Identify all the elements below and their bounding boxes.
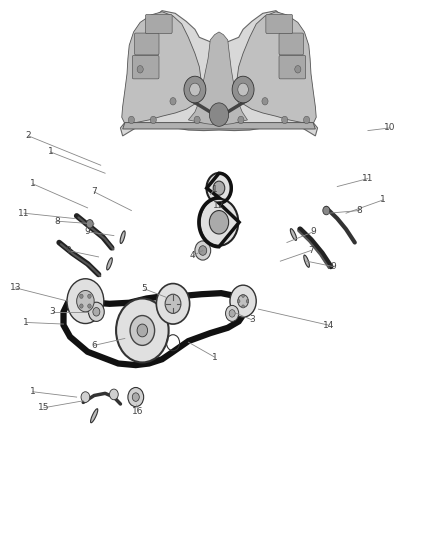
Text: 10: 10 — [384, 124, 396, 132]
FancyBboxPatch shape — [266, 14, 293, 34]
Circle shape — [195, 241, 211, 260]
Text: 1: 1 — [380, 196, 386, 204]
Circle shape — [262, 98, 268, 105]
FancyBboxPatch shape — [134, 33, 159, 55]
Text: 15: 15 — [38, 403, 49, 412]
Circle shape — [88, 302, 104, 321]
Polygon shape — [188, 32, 247, 125]
Polygon shape — [122, 12, 201, 124]
Text: 11: 11 — [18, 209, 30, 217]
Circle shape — [238, 83, 248, 96]
Text: 8: 8 — [54, 217, 60, 225]
Text: 1: 1 — [30, 180, 36, 188]
Circle shape — [194, 116, 200, 124]
Circle shape — [156, 284, 190, 324]
Circle shape — [165, 294, 181, 313]
Circle shape — [132, 393, 139, 401]
Circle shape — [77, 290, 94, 312]
FancyBboxPatch shape — [132, 55, 159, 79]
Text: 6: 6 — [91, 341, 97, 350]
Circle shape — [229, 310, 235, 317]
Circle shape — [242, 294, 244, 297]
Circle shape — [199, 246, 207, 255]
Circle shape — [226, 305, 239, 321]
Text: 3: 3 — [49, 308, 56, 316]
Text: 9: 9 — [330, 262, 336, 271]
Text: 1: 1 — [212, 185, 218, 193]
Text: 13: 13 — [10, 284, 21, 292]
Ellipse shape — [202, 244, 205, 257]
Polygon shape — [237, 12, 316, 124]
Text: 8: 8 — [356, 206, 362, 215]
Text: 1: 1 — [30, 387, 36, 396]
Circle shape — [128, 387, 144, 407]
Circle shape — [150, 116, 156, 124]
Circle shape — [246, 300, 249, 303]
Circle shape — [242, 305, 244, 308]
Circle shape — [304, 116, 310, 124]
Circle shape — [209, 211, 229, 234]
Circle shape — [86, 220, 93, 228]
Polygon shape — [120, 11, 318, 136]
Ellipse shape — [91, 409, 98, 423]
FancyBboxPatch shape — [279, 55, 306, 79]
Text: 11: 11 — [362, 174, 374, 183]
Circle shape — [128, 116, 134, 124]
Text: 5: 5 — [141, 285, 148, 293]
Circle shape — [80, 304, 83, 308]
Circle shape — [209, 103, 229, 126]
Circle shape — [137, 324, 148, 337]
Circle shape — [81, 392, 90, 402]
Circle shape — [282, 116, 288, 124]
Circle shape — [237, 300, 240, 303]
Circle shape — [80, 294, 83, 298]
Text: 3: 3 — [249, 316, 255, 324]
Text: 9: 9 — [310, 228, 316, 236]
FancyBboxPatch shape — [279, 33, 304, 55]
Circle shape — [238, 116, 244, 124]
Ellipse shape — [120, 231, 125, 244]
Circle shape — [200, 199, 238, 246]
Text: 16: 16 — [132, 407, 144, 416]
Circle shape — [88, 294, 91, 298]
Text: 12: 12 — [213, 201, 225, 209]
Text: 14: 14 — [323, 321, 334, 329]
Circle shape — [170, 98, 176, 105]
Text: 4: 4 — [190, 252, 195, 260]
Circle shape — [130, 316, 155, 345]
Text: 1: 1 — [212, 353, 218, 361]
Polygon shape — [123, 123, 315, 129]
Ellipse shape — [304, 255, 309, 267]
Circle shape — [323, 206, 330, 215]
Text: 1: 1 — [23, 318, 29, 327]
Circle shape — [238, 295, 248, 308]
Circle shape — [232, 76, 254, 103]
Circle shape — [137, 66, 143, 73]
Circle shape — [88, 304, 91, 308]
Circle shape — [67, 279, 104, 324]
Ellipse shape — [107, 258, 112, 270]
Text: 9: 9 — [85, 228, 91, 236]
FancyBboxPatch shape — [145, 14, 172, 34]
Circle shape — [190, 83, 200, 96]
Text: 9: 9 — [65, 246, 71, 255]
Circle shape — [116, 298, 169, 362]
Text: 7: 7 — [91, 188, 97, 196]
Circle shape — [93, 308, 100, 316]
Circle shape — [213, 181, 225, 195]
Circle shape — [295, 66, 301, 73]
Text: 2: 2 — [26, 132, 31, 140]
Circle shape — [110, 389, 118, 400]
Text: 1: 1 — [47, 148, 53, 156]
Circle shape — [230, 285, 256, 317]
Text: 7: 7 — [308, 246, 314, 255]
Circle shape — [184, 76, 206, 103]
Circle shape — [206, 173, 232, 204]
Ellipse shape — [290, 229, 297, 240]
